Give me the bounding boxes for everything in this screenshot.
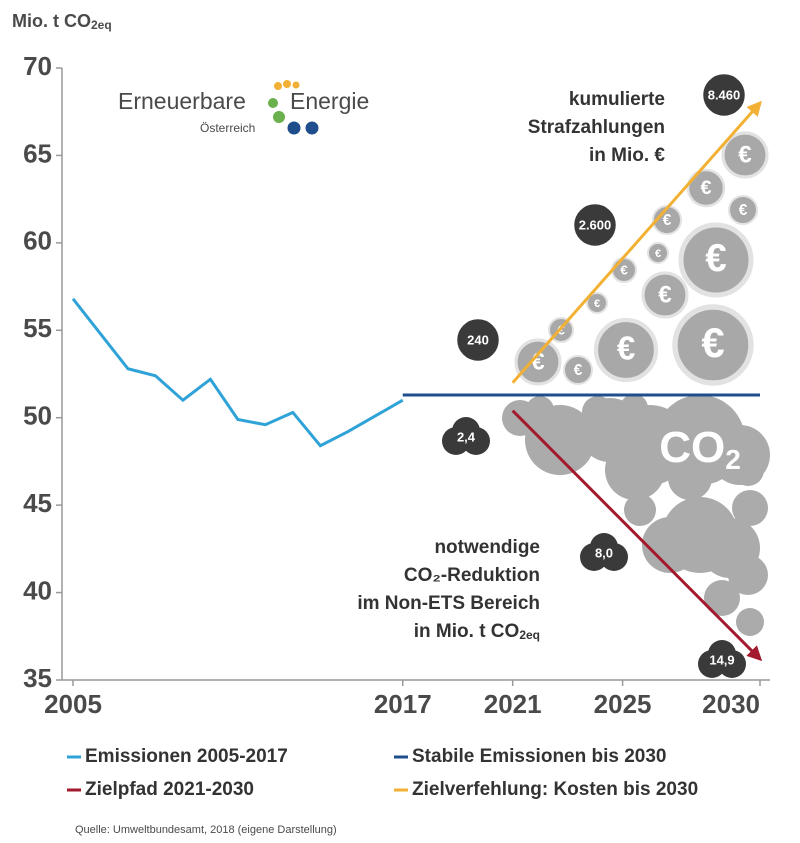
coin-symbol: € — [705, 237, 726, 280]
bubble-label: 240 — [467, 332, 489, 347]
coin-symbol: € — [574, 362, 583, 379]
y-tick-label: 60 — [23, 226, 52, 256]
logo-dot — [306, 122, 319, 135]
annotation: notwendige — [434, 537, 540, 558]
chart: Mio. t CO2eq Erneuerbare Energie Österre… — [0, 0, 800, 843]
bubble-label: 2.600 — [579, 217, 612, 232]
annotation-sub: 2eq — [519, 628, 540, 642]
logo: Erneuerbare Energie Österreich — [118, 80, 369, 135]
x-tick-label: 2030 — [702, 689, 760, 719]
legend-label: Zielverfehlung: Kosten bis 2030 — [412, 779, 698, 800]
y-tick-label: 65 — [23, 138, 52, 168]
coin-symbol: € — [738, 141, 752, 168]
logo-dot — [283, 80, 291, 88]
logo-dot — [273, 111, 285, 123]
y-axis-label-sub: 2eq — [91, 18, 112, 32]
bubble-label: 8.460 — [708, 87, 741, 102]
y-tick-label: 55 — [23, 313, 52, 343]
x-tick-label: 2021 — [484, 689, 542, 719]
annotation: Strafzahlungen — [528, 117, 665, 138]
coin-symbol: € — [655, 248, 661, 260]
logo-right: Energie — [290, 88, 369, 114]
logo-left: Erneuerbare — [118, 88, 246, 114]
legend-label: Zielpfad 2021-2030 — [85, 779, 254, 800]
y-tick-label: 50 — [23, 401, 52, 431]
coin-symbol: € — [594, 298, 600, 310]
cloud — [736, 608, 764, 636]
coin-symbol: € — [658, 281, 672, 308]
clouds — [502, 394, 770, 636]
annotation: im Non-ETS Bereich — [357, 593, 540, 614]
x-tick-label: 2005 — [44, 689, 102, 719]
annotation: CO₂-Reduktion — [404, 565, 540, 586]
legend-label: Emissionen 2005-2017 — [85, 746, 288, 767]
y-axis-label: Mio. t CO2eq — [12, 11, 112, 32]
y-tick-label: 70 — [23, 51, 52, 81]
cloud — [732, 490, 768, 526]
coin-symbol: € — [663, 212, 672, 229]
annotation: in Mio. € — [589, 145, 665, 166]
x-tick-label: 2017 — [374, 689, 432, 719]
source: Quelle: Umweltbundesamt, 2018 (eigene Da… — [75, 824, 337, 836]
logo-dot — [288, 122, 301, 135]
coin-symbol: € — [701, 319, 724, 366]
bubble-label: 2,4 — [457, 429, 476, 444]
cloud — [704, 580, 740, 616]
bubble-label: 8,0 — [595, 545, 613, 560]
cloud-label-sub: 2 — [725, 444, 741, 475]
annotation-line: in Mio. t CO — [414, 621, 520, 642]
cloud — [605, 440, 665, 500]
annotation-line: CO₂-Reduktion — [404, 565, 540, 586]
logo-dot — [274, 82, 282, 90]
x-tick-label: 2025 — [594, 689, 652, 719]
annotation-line: notwendige — [434, 537, 540, 558]
cloud-label-main: CO — [659, 423, 725, 472]
legend-label: Stabile Emissionen bis 2030 — [412, 746, 667, 767]
series-line — [73, 299, 403, 446]
coin-symbol: € — [739, 202, 748, 219]
logo-dot — [293, 82, 300, 89]
annotation-line: im Non-ETS Bereich — [357, 593, 540, 614]
annotation: in Mio. t CO2eq — [414, 621, 540, 642]
logo-dot — [268, 98, 278, 108]
y-axis-label-main: Mio. t CO — [12, 11, 91, 31]
cloud — [624, 494, 656, 526]
cloud — [642, 517, 698, 573]
y-tick-label: 45 — [23, 488, 52, 518]
bubble-label: 14,9 — [709, 652, 734, 667]
y-tick-label: 40 — [23, 575, 52, 605]
coin-symbol: € — [620, 262, 628, 277]
annotation: kumulierte — [569, 89, 665, 110]
coin-symbol: € — [617, 330, 635, 367]
logo-sub: Österreich — [200, 121, 255, 135]
coin-symbol: € — [700, 177, 711, 199]
